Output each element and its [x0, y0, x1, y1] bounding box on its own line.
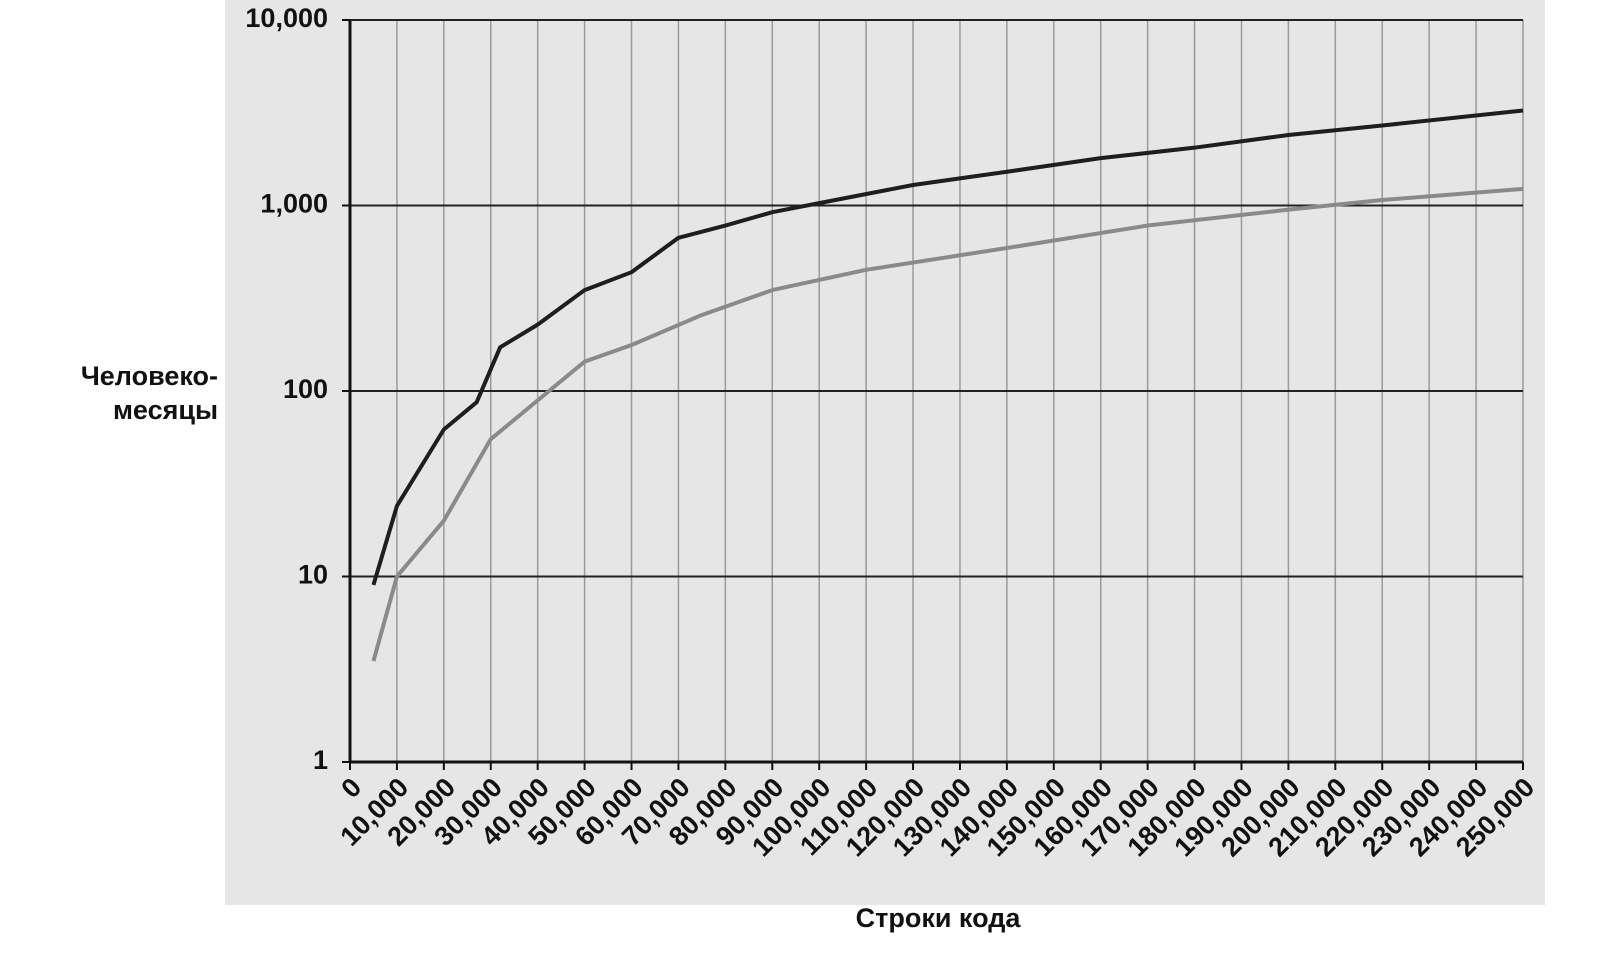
y-tick-label: 1	[313, 745, 328, 775]
series-line	[371, 186, 1524, 662]
y-tick-label: 1,000	[260, 189, 328, 219]
y-tick-label: 10	[298, 560, 328, 590]
series-line	[371, 108, 1524, 586]
chart-panel	[225, 0, 1545, 905]
y-tick-label: 10,000	[245, 3, 328, 33]
y-axis-label: месяцы	[113, 395, 218, 425]
x-axis-label: Строки кода	[856, 903, 1022, 933]
y-axis-label: Человеко-	[81, 361, 218, 391]
y-tick-label: 100	[283, 374, 328, 404]
